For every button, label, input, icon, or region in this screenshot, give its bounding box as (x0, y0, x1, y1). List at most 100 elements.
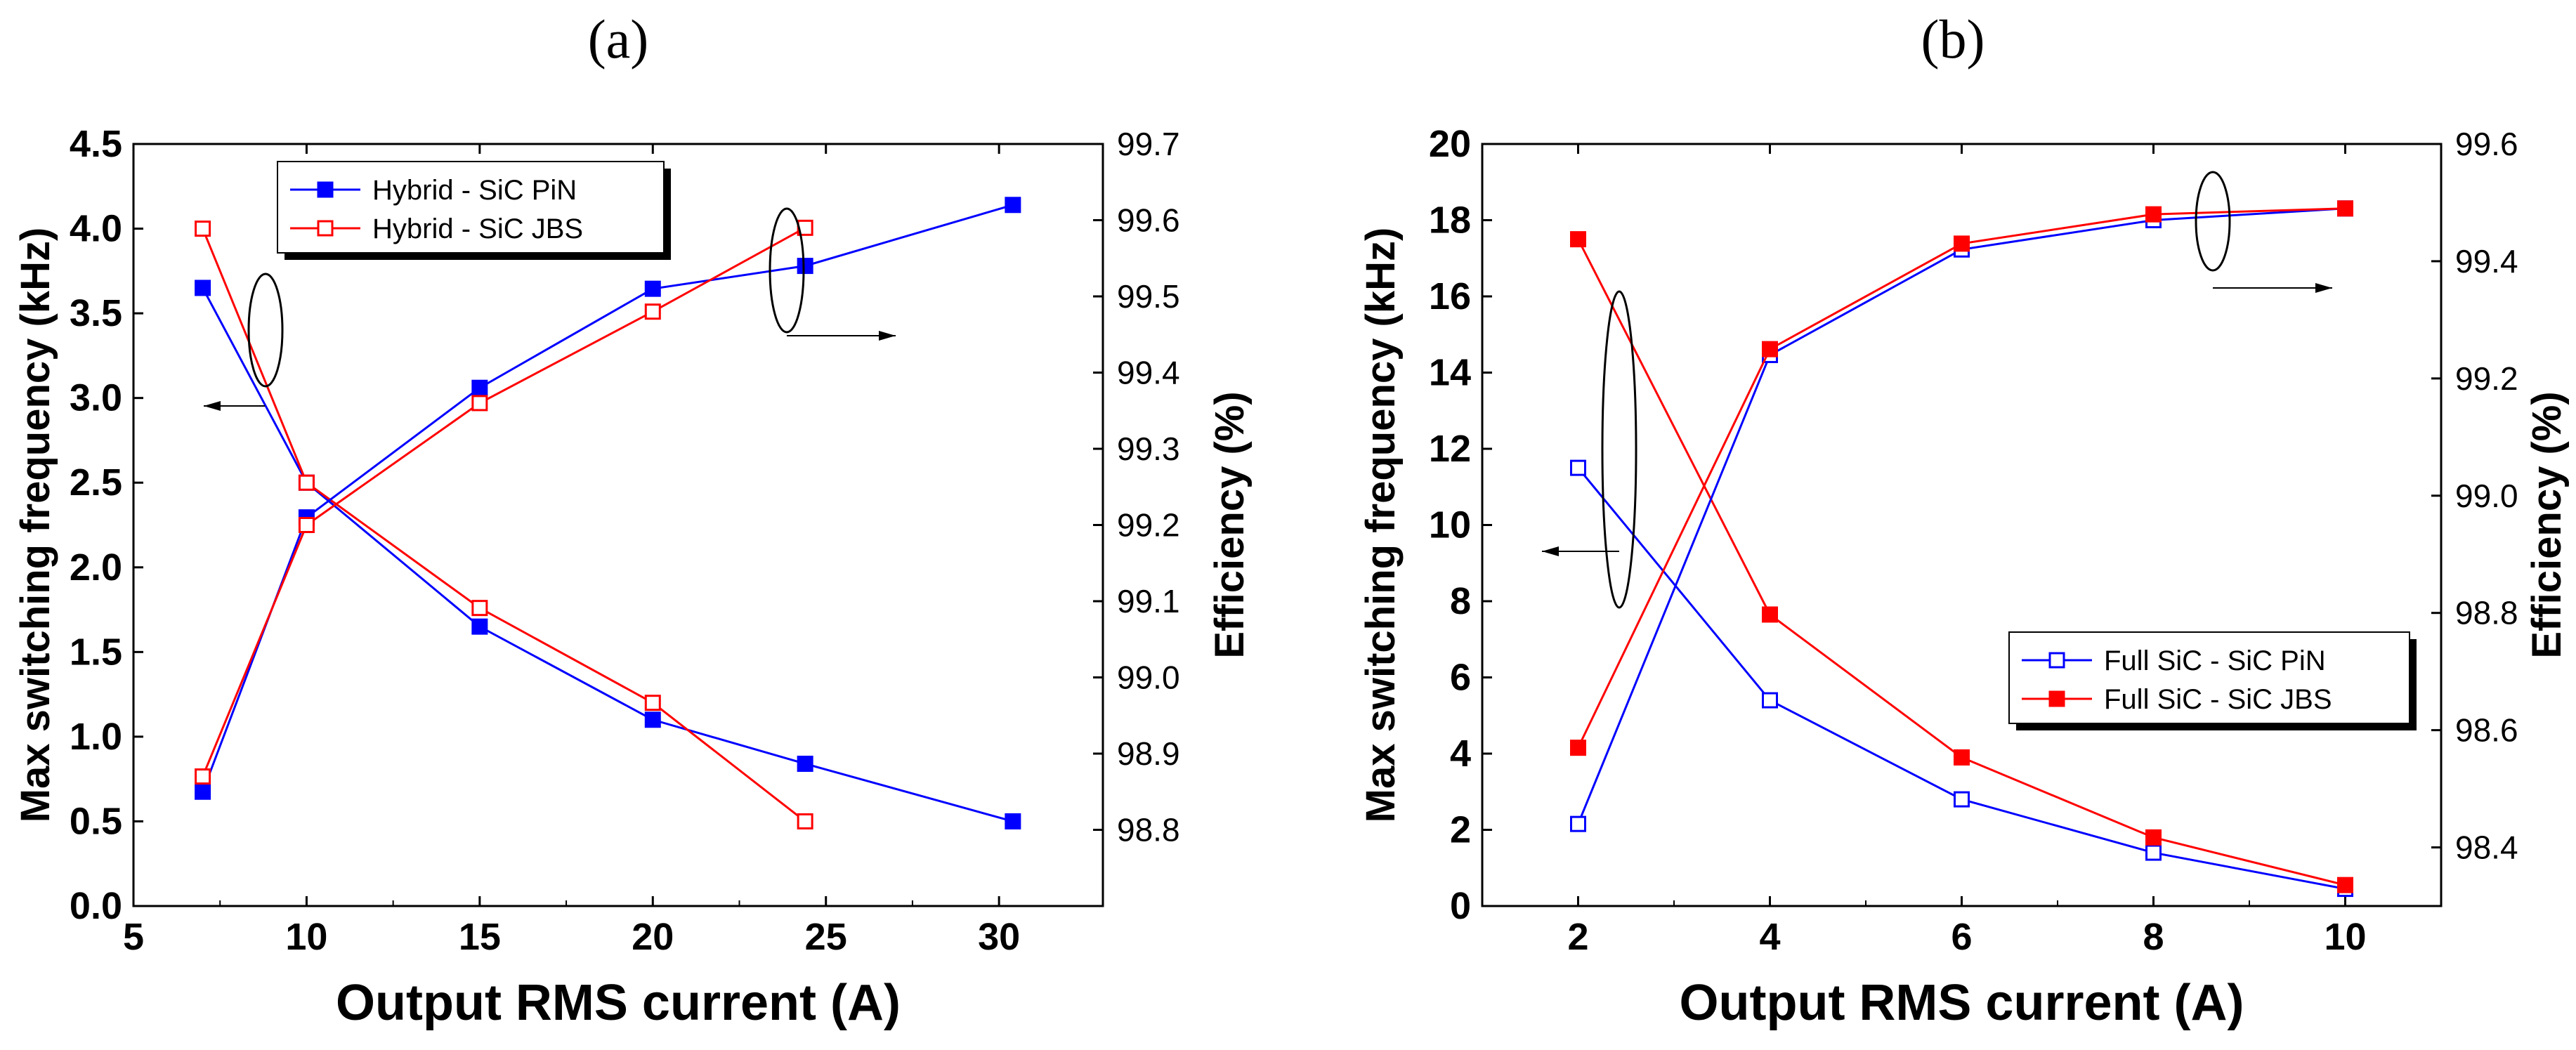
data-point (2337, 200, 2353, 217)
y2-tick-label: 99.0 (1117, 659, 1180, 696)
y2-tick-label: 99.1 (1117, 583, 1180, 619)
y2-tick-label: 99.2 (1117, 507, 1180, 544)
series-line-left-1 (202, 228, 806, 822)
y2-tick-label: 98.9 (1117, 735, 1180, 772)
y-tick-label: 2.0 (70, 546, 122, 589)
annotation-ellipse (247, 273, 284, 388)
data-point (1570, 231, 1586, 248)
x-tick-label: 10 (285, 916, 327, 958)
data-point (644, 695, 661, 711)
annotation-arrowhead (879, 331, 896, 341)
data-point (1762, 606, 1778, 623)
x-tick-label: 5 (123, 916, 144, 958)
data-point (2145, 206, 2162, 223)
data-point (195, 768, 211, 785)
legend-marker (317, 220, 334, 237)
data-point (644, 711, 661, 728)
y-tick-label: 12 (1429, 428, 1471, 470)
y-tick-label: 0.0 (70, 885, 122, 927)
y2-tick-label: 99.4 (1117, 355, 1180, 391)
data-point (1762, 341, 1778, 357)
y-tick-label: 0 (1450, 885, 1471, 927)
x-tick-label: 6 (1951, 916, 1972, 958)
data-point (2145, 829, 2162, 846)
data-point (195, 280, 211, 296)
y2-tick-label: 99.4 (2455, 243, 2518, 280)
y-tick-label: 1.0 (70, 716, 122, 758)
data-point (1954, 791, 1970, 808)
data-point (195, 783, 211, 800)
data-point (2145, 844, 2162, 861)
data-point (644, 303, 661, 320)
annotation-ellipse (1601, 290, 1637, 609)
y-tick-label: 20 (1429, 123, 1471, 165)
y2-tick-label: 99.2 (2455, 360, 2518, 397)
x-tick-label: 8 (2143, 916, 2164, 958)
data-point (298, 517, 315, 533)
x-tick-label: 30 (978, 916, 1020, 958)
y-tick-label: 8 (1450, 580, 1471, 622)
series-line-right-2 (202, 204, 1014, 792)
data-point (797, 755, 813, 772)
data-point (797, 813, 813, 829)
x-axis-label: Output RMS current (A) (1680, 975, 2244, 1031)
chart-panel-b: (b) 2 4 6 8 10 0 2 4 6 8 10 12 14 16 18 20 98.4 98.6 98.8 99… (1358, 8, 2570, 1031)
data-point (1005, 197, 1021, 214)
y-tick-label: 4.5 (70, 123, 122, 165)
y-tick-label: 14 (1429, 352, 1471, 394)
annotation-arrowhead (2315, 283, 2332, 293)
legend-entry: Full SiC - SiC JBS (2104, 684, 2332, 715)
panel-label: (b) (1921, 8, 1985, 70)
series-line-left-1 (1577, 238, 2346, 886)
y2-tick-label: 98.8 (2455, 595, 2518, 631)
chart-panel-a: (a) 5 10 15 20 25 30 0.0 0.5 1.0 1.5 2.0 2.5 3.0 3.5 4.… (13, 8, 1253, 1031)
annotation-arrowhead (204, 401, 221, 411)
y2-tick-label: 99.5 (1117, 278, 1180, 315)
data-point (797, 258, 813, 275)
data-point (1570, 815, 1586, 832)
series-line-right-3 (202, 227, 806, 777)
y2-tick-label: 99.3 (1117, 431, 1180, 467)
y2-axis-label: Efficiency (%) (1207, 391, 1253, 658)
x-tick-label: 25 (805, 916, 847, 958)
y-tick-label: 2 (1450, 809, 1471, 851)
data-point (1954, 749, 1970, 766)
y2-tick-label: 98.4 (2455, 829, 2518, 866)
data-point (644, 280, 661, 297)
y2-tick-label: 99.6 (2455, 126, 2518, 162)
data-point (471, 600, 488, 617)
annotation-ellipse (2195, 171, 2231, 272)
y2-tick-label: 99.6 (1117, 202, 1180, 239)
legend-marker (317, 181, 334, 198)
data-point (195, 221, 211, 237)
data-point (1762, 692, 1778, 709)
y2-tick-label: 98.8 (1117, 812, 1180, 848)
series-line-left-0 (202, 287, 1014, 822)
y2-tick-label: 99.0 (2455, 478, 2518, 514)
legend-entry: Hybrid - SiC JBS (372, 214, 583, 244)
x-tick-label: 10 (2324, 916, 2366, 958)
data-point (1570, 459, 1586, 476)
y-tick-label: 3.0 (70, 377, 122, 419)
data-point (471, 618, 488, 635)
data-point (2337, 877, 2353, 893)
data-point (1570, 740, 1586, 756)
y-tick-label: 4.0 (70, 208, 122, 250)
y-tick-label: 10 (1429, 504, 1471, 546)
y-tick-label: 2.5 (70, 461, 122, 504)
y-axis-label: Max switching frequency (kHz) (13, 228, 58, 823)
data-point (1005, 813, 1021, 829)
legend-box (277, 161, 665, 254)
y-tick-label: 3.5 (70, 292, 122, 334)
annotation-arrowhead (1542, 546, 1559, 556)
x-tick-label: 2 (1567, 916, 1588, 958)
y-axis-label: Max switching frequency (kHz) (1358, 228, 1404, 823)
y-tick-label: 1.5 (70, 631, 122, 673)
legend-entry: Hybrid - SiC PiN (372, 175, 577, 206)
annotation-ellipse (769, 207, 805, 334)
x-tick-label: 4 (1759, 916, 1780, 958)
x-axis-label: Output RMS current (A) (336, 975, 901, 1031)
y-tick-label: 0.5 (70, 800, 122, 842)
